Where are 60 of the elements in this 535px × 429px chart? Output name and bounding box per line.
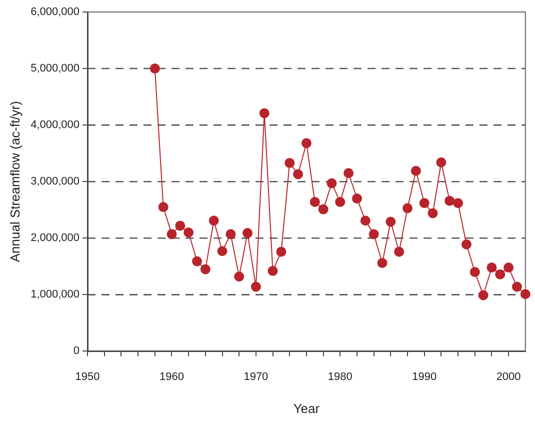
point: [428, 208, 438, 218]
point: [344, 168, 354, 178]
point: [250, 282, 261, 292]
point: [175, 220, 186, 231]
point: [192, 256, 202, 266]
y-tick-label: 1,000,000: [30, 288, 80, 301]
y-tick-label: 3,000,000: [30, 176, 80, 188]
point: [377, 258, 388, 268]
x-tick-label: 1980: [328, 370, 352, 383]
point: [268, 266, 278, 276]
point: [444, 196, 455, 206]
y-tick-label: 6,000,000: [30, 6, 80, 18]
point: [326, 178, 337, 188]
point: [335, 196, 346, 207]
x-tick-label: 1970: [244, 370, 268, 383]
point: [150, 64, 160, 74]
point: [504, 262, 514, 273]
point: [166, 229, 177, 240]
point: [436, 157, 446, 168]
point: [410, 166, 421, 176]
point: [470, 267, 480, 278]
y-tick-label: 5,000,000: [30, 62, 80, 75]
point: [453, 198, 464, 208]
point: [394, 246, 404, 257]
point: [495, 269, 506, 280]
point: [234, 272, 244, 282]
point: [478, 290, 488, 300]
x-tick-label: 1990: [412, 370, 437, 383]
point: [293, 169, 304, 180]
x-tick-label: 1950: [75, 370, 100, 383]
point: [226, 229, 236, 240]
point: [520, 289, 530, 300]
y-tick-label: 2,000,000: [30, 232, 80, 244]
point: [419, 198, 430, 208]
point: [352, 194, 362, 204]
point: [184, 227, 194, 238]
point: [217, 246, 228, 256]
point: [301, 138, 312, 148]
point: [360, 216, 370, 226]
point: [512, 282, 522, 292]
point: [242, 228, 253, 238]
point: [259, 108, 270, 118]
point: [310, 196, 320, 207]
x-axis-title: Year: [293, 400, 320, 416]
point: [200, 264, 210, 274]
point: [368, 229, 379, 240]
point: [276, 246, 286, 257]
point: [158, 202, 168, 212]
point: [284, 158, 295, 168]
point: [386, 216, 396, 227]
y-axis-title: Annual Streamflow (ac-ft/yr): [7, 101, 22, 262]
y-tick-label: 0: [73, 345, 80, 358]
x-tick-label: 1960: [159, 370, 184, 383]
y-tick-label: 4,000,000: [30, 119, 80, 132]
point: [208, 216, 219, 226]
point: [318, 204, 328, 214]
x-tick-label: 2000: [496, 370, 521, 383]
point: [402, 203, 413, 214]
point: [461, 239, 472, 250]
point: [486, 262, 497, 273]
